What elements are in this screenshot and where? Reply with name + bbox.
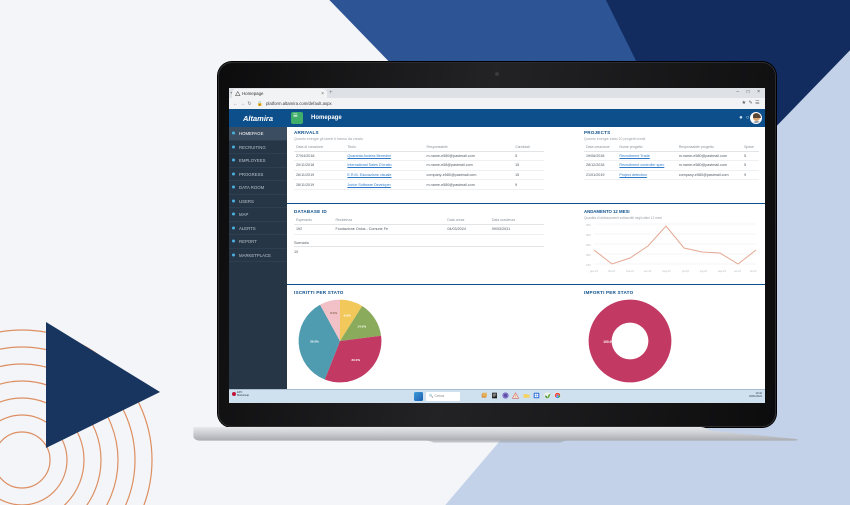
svg-text:250: 250 — [586, 243, 591, 247]
svg-text:150: 150 — [586, 263, 591, 267]
svg-text:8.0%: 8.0% — [330, 311, 337, 315]
svg-text:36.0%: 36.0% — [310, 340, 319, 344]
svg-text:lug-23: lug-23 — [700, 270, 708, 273]
svg-text:apr-23: apr-23 — [644, 270, 652, 273]
svg-text:set-23: set-23 — [734, 270, 742, 273]
svg-text:350: 350 — [586, 223, 591, 227]
svg-text:ago-23: ago-23 — [718, 270, 726, 273]
svg-text:100.0%: 100.0% — [603, 340, 614, 344]
svg-text:!: ! — [515, 394, 516, 398]
svg-text:mag-23: mag-23 — [662, 270, 671, 273]
svg-text:300: 300 — [586, 233, 591, 237]
svg-text:9.0%: 9.0% — [344, 313, 351, 317]
svg-text:mar-23: mar-23 — [626, 270, 635, 273]
svg-text:giu-23: giu-23 — [682, 270, 690, 273]
svg-text:14.0%: 14.0% — [357, 324, 366, 328]
svg-text:gen-23: gen-23 — [590, 270, 598, 273]
svg-text:feb-23: feb-23 — [608, 270, 616, 273]
svg-text:ott-23: ott-23 — [750, 270, 757, 273]
svg-text:200: 200 — [586, 253, 591, 257]
svg-text:33.0%: 33.0% — [351, 358, 360, 362]
